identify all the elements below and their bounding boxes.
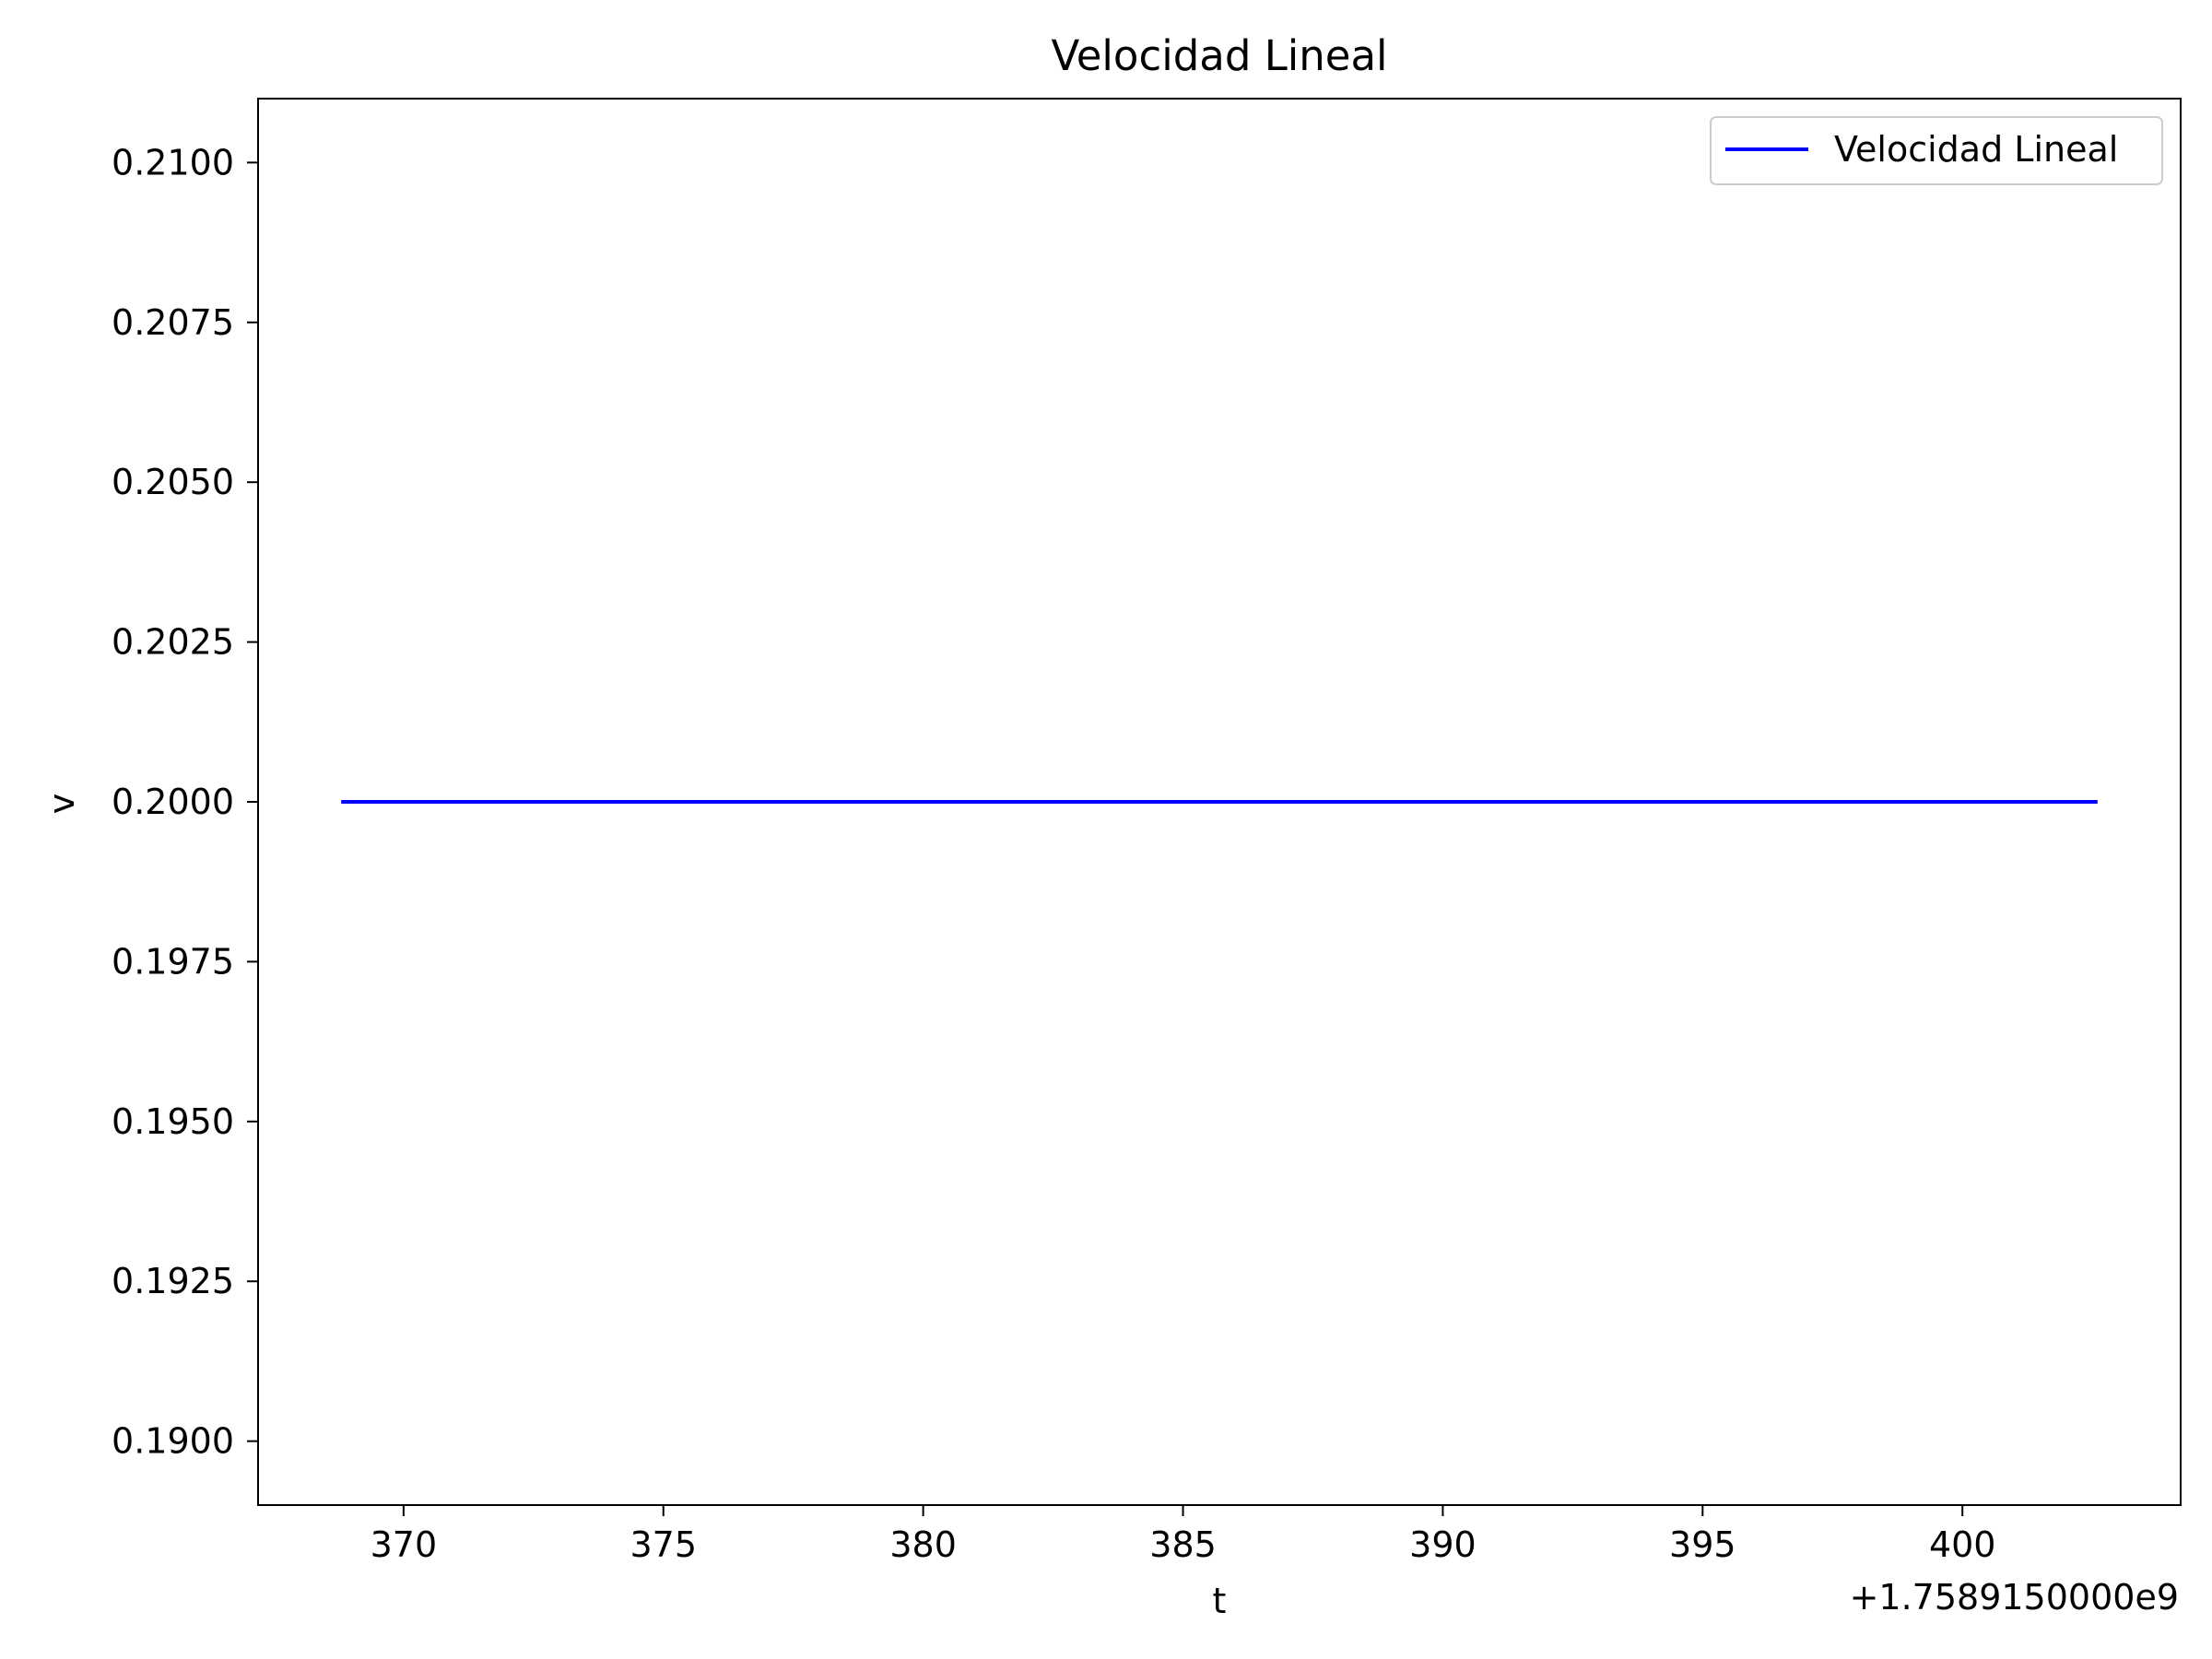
ticks-layer: 370 375 380 385 390 395 400 0.1900 0.1925 0.1950 0… [112, 142, 1995, 1565]
y-tick-label: 0.2075 [112, 302, 234, 343]
x-tick-label: 385 [1149, 1524, 1217, 1565]
x-tick-label: 375 [629, 1524, 697, 1565]
y-tick-label: 0.2000 [112, 782, 234, 822]
y-tick-label: 0.1975 [112, 941, 234, 982]
x-tick-label: 400 [1929, 1524, 1996, 1565]
plot-frame [257, 98, 2182, 1506]
x-tick-label: 390 [1409, 1524, 1477, 1565]
y-tick-label: 0.1925 [112, 1261, 234, 1301]
y-axis-label: v [41, 794, 82, 815]
x-axis-label: t [1213, 1581, 1227, 1621]
x-tick-label: 380 [889, 1524, 957, 1565]
y-tick-label: 0.1900 [112, 1421, 234, 1462]
x-tick-label: 395 [1669, 1524, 1736, 1565]
y-tick-label: 0.2100 [112, 142, 234, 182]
y-tick-label: 0.2050 [112, 462, 234, 502]
x-tick-label: 370 [371, 1524, 438, 1565]
legend-label: Velocidad Lineal [1834, 129, 2118, 170]
y-tick-label: 0.2025 [112, 622, 234, 663]
x-axis-offset-label: +1.7589150000e9 [1850, 1577, 2179, 1618]
legend-box [1710, 116, 2163, 185]
chart-title: Velocidad Lineal [1051, 31, 1387, 80]
legend: Velocidad Lineal [1710, 116, 2163, 185]
y-tick-label: 0.1950 [112, 1101, 234, 1142]
